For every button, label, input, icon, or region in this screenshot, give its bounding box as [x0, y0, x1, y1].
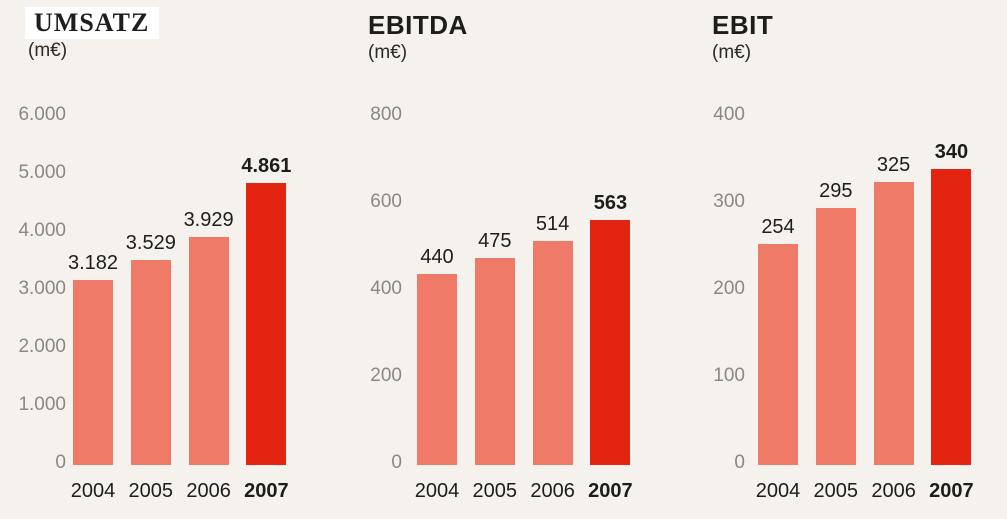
x-axis-category-label: 2007: [588, 480, 633, 502]
bar-2007: [590, 220, 631, 465]
bar-value-label: 295: [819, 180, 853, 203]
y-axis-tick-label: 0: [391, 452, 402, 473]
x-axis-category-label: 2006: [186, 480, 231, 502]
x-axis-category-label: 2007: [244, 480, 289, 502]
y-axis-tick-label: 400: [370, 278, 402, 299]
y-axis-tick-label: 4.000: [18, 220, 66, 241]
chart-title-umsatz: UMSATZ: [25, 7, 160, 40]
x-axis-category-label: 2006: [530, 480, 575, 502]
chart-title-ebitda: EBITDA: [368, 10, 468, 40]
bar-2004: [758, 244, 798, 465]
chart-title-ebit: EBIT: [712, 10, 774, 40]
bar-2006: [873, 182, 914, 465]
bar-2004: [73, 280, 113, 465]
bar-value-label: 254: [761, 216, 795, 239]
y-axis-tick-label: 200: [370, 365, 402, 386]
bar-value-label: 3.929: [183, 209, 234, 232]
y-axis-tick-label: 0: [734, 452, 745, 473]
bar-value-label: 340: [934, 141, 969, 164]
x-axis-category-label: 2005: [813, 480, 859, 502]
bar-2005: [474, 258, 515, 465]
bar-value-label: 3.529: [125, 232, 176, 255]
x-axis-category-label: 2007: [929, 480, 974, 502]
bar-value-label: 440: [420, 245, 454, 268]
bar-2005: [130, 260, 171, 465]
y-axis-tick-label: 100: [713, 365, 745, 386]
bar-2005: [815, 208, 856, 465]
bar-2006: [532, 241, 573, 465]
chart-unit-label: (m€): [712, 42, 752, 63]
bar-value-label: 3.182: [67, 252, 119, 275]
x-axis-category-label: 2004: [755, 480, 801, 502]
y-axis-tick-label: 3.000: [18, 278, 66, 299]
bar-2006: [188, 237, 229, 465]
y-axis-tick-label: 300: [713, 191, 745, 212]
chart-unit-label: (m€): [28, 40, 68, 61]
y-axis-tick-label: 5.000: [18, 162, 66, 183]
x-axis-category-label: 2004: [414, 480, 460, 502]
chart-unit-label: (m€): [368, 42, 408, 63]
bar-value-label: 563: [593, 192, 628, 215]
bar-2004: [417, 273, 457, 465]
bar-value-label: 4.861: [241, 155, 292, 178]
y-axis-tick-label: 800: [370, 104, 402, 125]
bar-2007: [931, 169, 972, 465]
y-axis-tick-label: 6.000: [18, 104, 66, 125]
bar-value-label: 514: [535, 213, 570, 236]
y-axis-tick-label: 600: [370, 191, 402, 212]
bar-2007: [246, 183, 287, 465]
y-axis-tick-label: 1.000: [18, 394, 66, 415]
x-axis-category-label: 2005: [472, 480, 518, 502]
x-axis-category-label: 2005: [128, 480, 174, 502]
bar-value-label: 475: [478, 230, 512, 253]
bar-value-label: 325: [876, 154, 911, 177]
y-axis-tick-label: 0: [55, 452, 66, 473]
x-axis-category-label: 2004: [70, 480, 116, 502]
y-axis-tick-label: 2.000: [18, 336, 66, 357]
y-axis-tick-label: 200: [713, 278, 745, 299]
y-axis-tick-label: 400: [713, 104, 745, 125]
x-axis-category-label: 2006: [871, 480, 916, 502]
